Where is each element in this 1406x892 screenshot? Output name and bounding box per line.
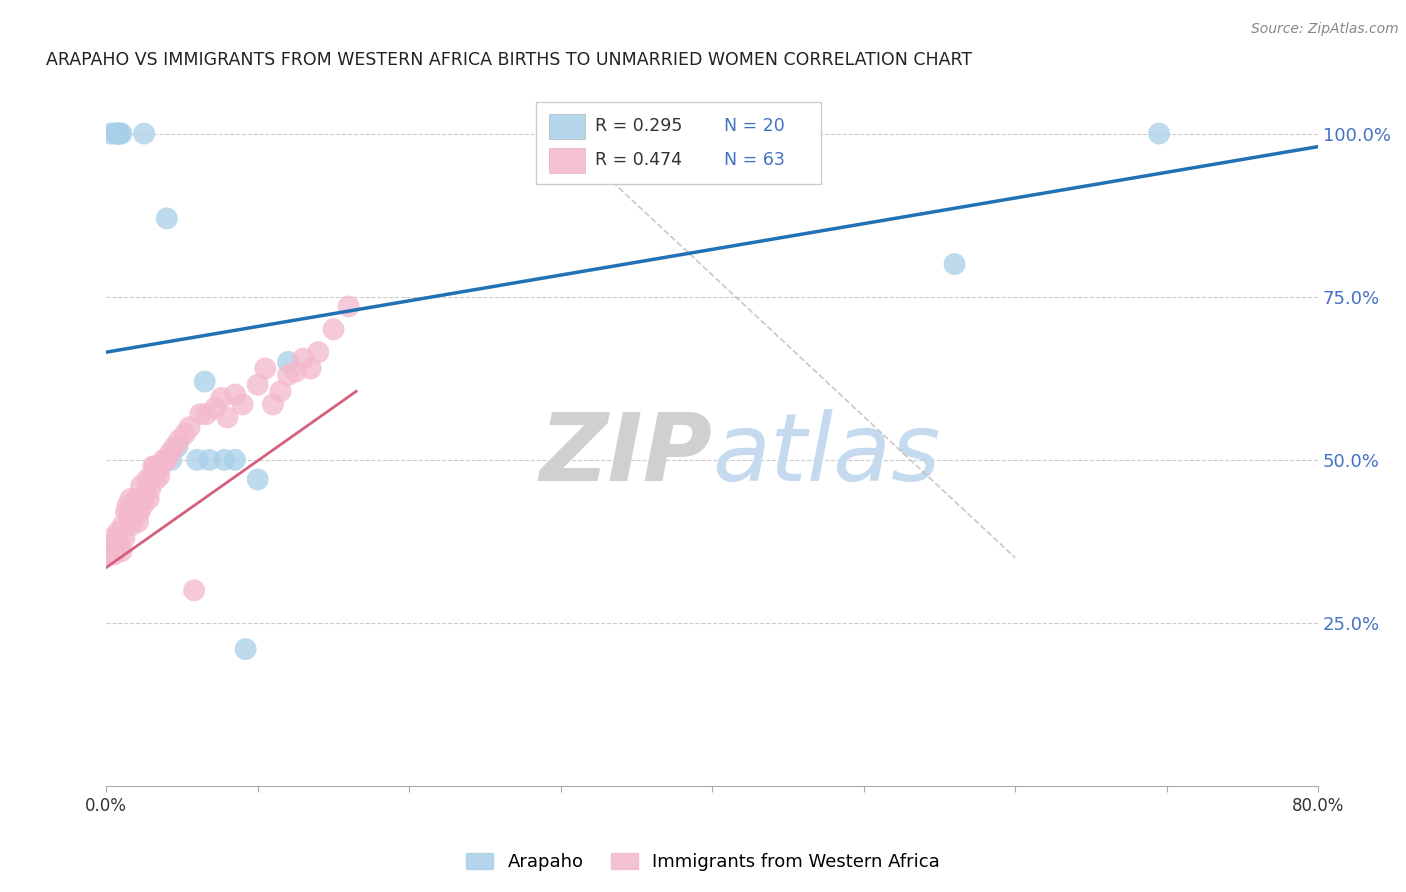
Text: ARAPAHO VS IMMIGRANTS FROM WESTERN AFRICA BIRTHS TO UNMARRIED WOMEN CORRELATION : ARAPAHO VS IMMIGRANTS FROM WESTERN AFRIC… (45, 51, 972, 69)
Point (136, 472, 159, 486)
Point (943, 257, 966, 271)
Point (174, 426, 197, 441)
Point (1147, 127, 1170, 141)
Point (98, 544, 121, 558)
Point (277, 368, 299, 382)
Point (167, 434, 190, 448)
Point (163, 440, 186, 454)
Text: N = 63: N = 63 (724, 152, 785, 169)
Point (269, 384, 291, 399)
Point (254, 361, 277, 376)
Point (186, 453, 208, 467)
Point (120, 491, 142, 506)
Point (105, 127, 128, 141)
Text: N = 20: N = 20 (724, 118, 785, 136)
Point (135, 485, 157, 500)
Point (194, 375, 217, 389)
Point (105, 534, 128, 549)
Point (214, 453, 236, 467)
Point (195, 407, 218, 421)
Point (160, 453, 183, 467)
Point (110, 127, 132, 141)
Point (337, 300, 360, 314)
Point (204, 401, 226, 415)
Point (132, 491, 155, 506)
Point (115, 505, 138, 519)
Point (110, 544, 132, 558)
Point (127, 515, 149, 529)
Point (148, 469, 170, 483)
Point (132, 127, 155, 141)
Point (232, 397, 254, 411)
Point (307, 345, 329, 359)
FancyBboxPatch shape (548, 114, 585, 139)
Point (224, 453, 246, 467)
Point (292, 351, 315, 366)
Text: atlas: atlas (713, 409, 941, 500)
Point (104, 127, 127, 141)
Point (149, 459, 172, 474)
Point (179, 420, 201, 434)
Point (117, 499, 139, 513)
Point (277, 355, 299, 369)
Point (156, 211, 179, 226)
Point (183, 583, 205, 598)
Point (156, 453, 179, 467)
Point (97, 548, 120, 562)
Point (217, 410, 239, 425)
Point (235, 642, 257, 657)
Legend: Arapaho, Immigrants from Western Africa: Arapaho, Immigrants from Western Africa (458, 846, 948, 879)
Point (107, 524, 129, 539)
Point (299, 361, 322, 376)
Point (166, 440, 188, 454)
Point (103, 548, 125, 562)
Point (262, 397, 284, 411)
Point (145, 472, 167, 486)
Point (100, 538, 122, 552)
FancyBboxPatch shape (548, 148, 585, 173)
Point (118, 508, 141, 523)
Point (159, 446, 181, 460)
Point (107, 127, 129, 141)
Point (142, 459, 165, 474)
Point (131, 499, 153, 513)
Point (138, 491, 160, 506)
Point (141, 469, 163, 483)
Point (139, 482, 162, 496)
Point (153, 453, 176, 467)
Point (104, 541, 127, 555)
FancyBboxPatch shape (537, 103, 821, 184)
Point (224, 387, 246, 401)
Point (246, 377, 269, 392)
Point (129, 479, 152, 493)
Text: ZIP: ZIP (540, 409, 713, 501)
Point (322, 322, 344, 336)
Point (124, 499, 146, 513)
Point (112, 531, 135, 545)
Point (143, 459, 166, 474)
Point (155, 453, 177, 467)
Point (100, 127, 122, 141)
Text: Source: ZipAtlas.com: Source: ZipAtlas.com (1251, 22, 1399, 37)
Point (111, 518, 134, 533)
Point (125, 491, 148, 506)
Point (284, 365, 307, 379)
Point (198, 453, 221, 467)
Point (121, 518, 143, 533)
Point (209, 391, 232, 405)
Point (122, 505, 145, 519)
Point (108, 538, 131, 552)
Point (108, 127, 131, 141)
Point (246, 472, 269, 486)
Text: R = 0.295: R = 0.295 (595, 118, 682, 136)
Point (188, 407, 211, 421)
Point (146, 462, 169, 476)
Point (128, 505, 150, 519)
Text: R = 0.474: R = 0.474 (595, 152, 682, 169)
Point (101, 531, 124, 545)
